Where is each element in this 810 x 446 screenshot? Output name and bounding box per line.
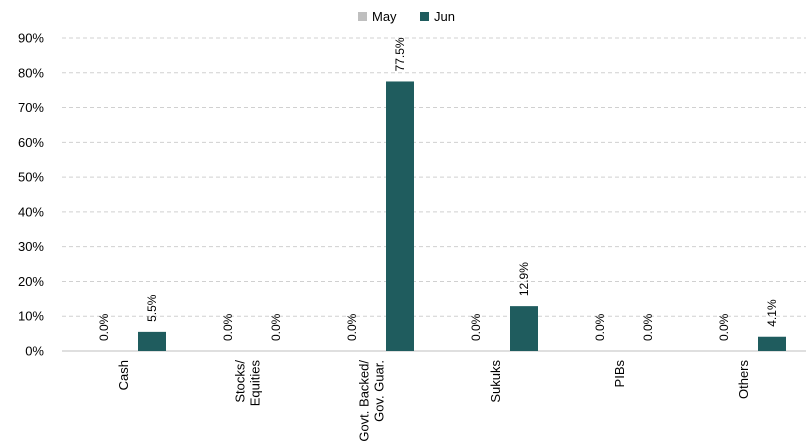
bar-jun-0 bbox=[138, 331, 166, 351]
y-tick-label: 40% bbox=[18, 204, 44, 219]
legend-label-jun: Jun bbox=[434, 9, 455, 24]
y-tick-label: 80% bbox=[18, 65, 44, 80]
x-axis: Cash Stocks/Equities Govt. Backed/Gov. Gua… bbox=[116, 360, 751, 442]
bar-jun-5 bbox=[758, 336, 786, 351]
legend-label-may: May bbox=[372, 9, 397, 24]
data-label-may-0: 0.0% bbox=[97, 313, 111, 341]
y-tick-label: 90% bbox=[18, 31, 44, 46]
category-label-3: Sukuks bbox=[488, 360, 503, 403]
category-label-2: Govt. Backed/ bbox=[357, 360, 372, 442]
data-label-may-3: 0.0% bbox=[469, 313, 483, 341]
legend-swatch-jun bbox=[420, 12, 429, 21]
category-label-4: PIBs bbox=[612, 360, 627, 388]
data-labels: 0.0% 5.5% 0.0% 0.0% 0.0% 77.5% 0.0% 12.9% 0.0% 0.… bbox=[97, 37, 779, 341]
category-label-1: Stocks/ bbox=[233, 360, 248, 403]
data-label-jun-1: 0.0% bbox=[269, 313, 283, 341]
bar-jun-2 bbox=[386, 81, 414, 351]
bar-jun-3 bbox=[510, 306, 538, 351]
y-tick-label: 0% bbox=[25, 344, 44, 359]
category-label-5: Others bbox=[736, 360, 751, 400]
y-tick-label: 30% bbox=[18, 239, 44, 254]
data-label-may-5: 0.0% bbox=[717, 313, 731, 341]
y-tick-label: 10% bbox=[18, 309, 44, 324]
data-label-jun-5: 4.1% bbox=[765, 299, 779, 327]
data-label-jun-0: 5.5% bbox=[145, 294, 159, 322]
legend-swatch-may bbox=[358, 12, 367, 21]
data-label-may-4: 0.0% bbox=[593, 313, 607, 341]
legend: May Jun bbox=[358, 9, 455, 24]
category-label-0: Cash bbox=[116, 360, 131, 390]
category-label-1: Equities bbox=[248, 360, 263, 407]
y-tick-label: 70% bbox=[18, 100, 44, 115]
y-tick-label: 50% bbox=[18, 170, 44, 185]
gridlines bbox=[62, 37, 806, 317]
data-label-jun-4: 0.0% bbox=[641, 313, 655, 341]
y-tick-label: 20% bbox=[18, 274, 44, 289]
data-label-may-2: 0.0% bbox=[345, 313, 359, 341]
data-label-jun-2: 77.5% bbox=[393, 37, 407, 71]
category-label-2: Gov. Guar. bbox=[372, 360, 387, 422]
data-label-jun-3: 12.9% bbox=[517, 262, 531, 296]
y-tick-label: 60% bbox=[18, 135, 44, 150]
y-axis: 0% 10% 20% 30% 40% 50% 60% 70% 80% 90% bbox=[18, 31, 806, 359]
data-label-may-1: 0.0% bbox=[221, 313, 235, 341]
bars bbox=[138, 81, 786, 351]
